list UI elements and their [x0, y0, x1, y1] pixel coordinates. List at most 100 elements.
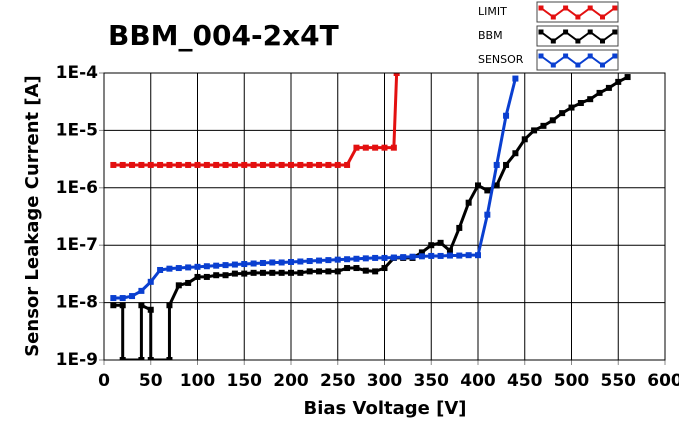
- data-point: [446, 252, 453, 259]
- data-point: [353, 144, 360, 151]
- data-point: [147, 357, 154, 360]
- data-point: [213, 272, 220, 279]
- data-point: [372, 144, 379, 151]
- data-point: [166, 265, 173, 272]
- data-point: [278, 259, 285, 266]
- data-point: [185, 161, 192, 168]
- data-point: [503, 112, 510, 119]
- data-point: [269, 269, 276, 276]
- legend-swatch-box: [536, 25, 619, 47]
- legend-swatch-box: [536, 49, 619, 71]
- data-point: [259, 161, 266, 168]
- data-point: [418, 249, 425, 256]
- data-point: [325, 257, 332, 264]
- data-point: [437, 252, 444, 259]
- data-point: [288, 161, 294, 168]
- data-point: [269, 259, 276, 266]
- legend-marker: [612, 29, 618, 35]
- data-point: [587, 96, 594, 103]
- data-point: [503, 161, 510, 168]
- legend: LIMIT BBM SENSOR: [478, 1, 619, 71]
- data-point: [194, 263, 201, 270]
- data-point: [475, 182, 481, 189]
- data-point: [250, 269, 257, 276]
- legend-label: LIMIT: [478, 5, 507, 18]
- legend-marker: [538, 5, 544, 11]
- data-point: [166, 302, 173, 309]
- data-point: [147, 278, 154, 285]
- data-point: [446, 247, 453, 254]
- y-tick-label: 1E-8: [56, 293, 98, 313]
- data-point: [624, 74, 631, 81]
- y-tick-label: 1E-4: [56, 63, 98, 83]
- legend-marker: [587, 53, 593, 59]
- data-point: [306, 161, 313, 168]
- data-point: [362, 255, 369, 262]
- data-point: [381, 265, 388, 272]
- data-point: [390, 254, 397, 261]
- data-point: [213, 262, 220, 269]
- data-point: [231, 270, 238, 277]
- data-point: [259, 259, 266, 266]
- data-point: [203, 161, 210, 168]
- data-point: [119, 357, 126, 360]
- data-point: [194, 161, 201, 168]
- data-point: [222, 161, 229, 168]
- data-point: [615, 78, 622, 85]
- data-point: [231, 161, 238, 168]
- data-point: [157, 161, 164, 168]
- data-point: [297, 161, 304, 168]
- legend-marker: [587, 29, 593, 35]
- data-point: [344, 161, 351, 168]
- series-layer: [110, 73, 631, 360]
- data-point: [465, 199, 472, 206]
- data-point: [334, 268, 341, 275]
- data-point: [129, 161, 136, 168]
- data-point: [559, 110, 566, 117]
- data-point: [372, 268, 379, 275]
- legend-marker: [600, 62, 605, 68]
- data-point: [129, 293, 136, 300]
- data-point: [353, 265, 360, 272]
- data-point: [325, 161, 332, 168]
- data-point: [316, 257, 323, 264]
- legend-marker: [575, 38, 581, 44]
- data-point: [381, 254, 388, 261]
- data-point: [119, 302, 126, 309]
- data-point: [400, 254, 407, 261]
- data-point: [428, 242, 435, 249]
- data-point: [493, 161, 500, 168]
- data-point: [549, 117, 556, 124]
- data-point: [250, 260, 257, 267]
- y-axis-label: Sensor Leakage Current [A]: [22, 75, 43, 357]
- data-point: [138, 357, 145, 360]
- y-tick-label: 1E-7: [56, 235, 98, 255]
- legend-marker: [600, 38, 605, 44]
- data-point: [577, 100, 584, 107]
- data-point: [484, 187, 491, 194]
- x-tick-label: 450: [507, 371, 543, 391]
- data-point: [428, 252, 435, 259]
- legend-marker: [587, 5, 593, 11]
- data-point: [110, 295, 117, 302]
- data-point: [316, 161, 323, 168]
- x-tick-label: 400: [460, 371, 496, 391]
- plot-border: [103, 72, 666, 361]
- x-tick-label: 150: [227, 371, 263, 391]
- legend-swatch-box: [536, 1, 619, 23]
- data-point: [605, 84, 612, 91]
- data-point: [493, 182, 500, 189]
- data-point: [475, 252, 481, 259]
- data-point: [521, 136, 528, 143]
- data-point: [306, 268, 313, 275]
- data-point: [288, 269, 294, 276]
- data-point: [390, 144, 397, 151]
- data-point: [288, 258, 294, 265]
- data-point: [465, 252, 472, 259]
- data-point: [418, 253, 425, 260]
- data-point: [147, 306, 154, 313]
- x-tick-label: 300: [367, 371, 403, 391]
- data-point: [269, 161, 276, 168]
- data-point: [138, 302, 145, 309]
